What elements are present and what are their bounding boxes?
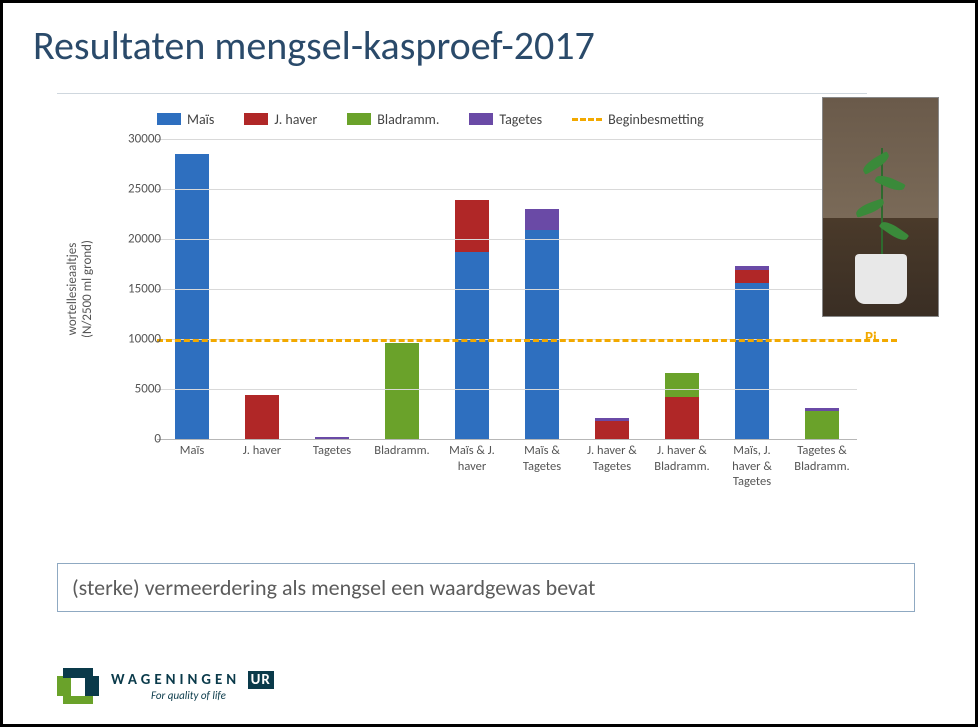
legend-swatch-icon bbox=[157, 113, 181, 125]
bar-segment bbox=[455, 252, 489, 439]
bar-segment bbox=[525, 209, 559, 230]
bar-segment bbox=[665, 373, 699, 397]
y-tick-label: 10000 bbox=[101, 332, 161, 347]
bar-segment bbox=[385, 343, 419, 439]
bar-segment bbox=[455, 200, 489, 252]
bar-segment bbox=[805, 411, 839, 439]
legend-item: J. haver bbox=[244, 111, 317, 128]
logo-main-text: WAGENINGEN UR bbox=[111, 671, 274, 689]
plot-area: Pi bbox=[157, 139, 857, 440]
bar-group bbox=[245, 395, 279, 439]
legend-item: Maïs bbox=[157, 111, 214, 128]
bar-group bbox=[455, 200, 489, 439]
bar-segment bbox=[245, 395, 279, 439]
bar-segment bbox=[735, 283, 769, 439]
legend-label: Beginbesmetting bbox=[608, 111, 704, 128]
x-tick-label: J. haver & Tagetes bbox=[579, 443, 645, 474]
bar-group bbox=[315, 437, 349, 439]
reference-line bbox=[157, 339, 897, 342]
logo-mark-icon bbox=[57, 668, 99, 704]
y-axis-title: wortellesieaaltjes (N/2500 ml grond) bbox=[65, 189, 95, 389]
bar-segment bbox=[735, 270, 769, 283]
grid-line bbox=[157, 289, 857, 290]
legend-label: Bladramm. bbox=[377, 111, 439, 128]
pot-icon bbox=[855, 254, 907, 304]
grid-line bbox=[157, 389, 857, 390]
leaf-icon bbox=[860, 151, 891, 175]
x-tick-label: Maïs & J. haver bbox=[439, 443, 505, 474]
legend-label: Tagetes bbox=[499, 111, 542, 128]
title-rule bbox=[57, 93, 867, 94]
x-tick-label: J. haver bbox=[229, 443, 295, 459]
grid-line bbox=[157, 239, 857, 240]
y-tick-label: 20000 bbox=[101, 232, 161, 247]
reference-label: Pi bbox=[865, 329, 877, 347]
logo-tagline: For quality of life bbox=[151, 689, 274, 702]
bar-segment bbox=[175, 154, 209, 439]
x-tick-label: Bladramm. bbox=[369, 443, 435, 459]
bar-group bbox=[665, 373, 699, 439]
bar-group bbox=[525, 209, 559, 439]
legend-swatch-icon bbox=[469, 113, 493, 125]
legend-label: J. haver bbox=[274, 111, 317, 128]
legend-dash-icon bbox=[572, 118, 602, 121]
y-tick-label: 25000 bbox=[101, 182, 161, 197]
logo-word: WAGENINGEN bbox=[111, 671, 240, 689]
chart: MaïsJ. haverBladramm.TagetesBeginbesmett… bbox=[57, 99, 867, 537]
caption-box: (sterke) vermeerdering als mengsel een w… bbox=[57, 563, 915, 612]
x-tick-label: Maïs, J. haver & Tagetes bbox=[719, 443, 785, 490]
x-tick-label: Tagetes & Bladramm. bbox=[789, 443, 855, 474]
bar-group bbox=[385, 343, 419, 439]
y-tick-label: 0 bbox=[101, 432, 161, 447]
x-tick-label: Maïs bbox=[159, 443, 225, 459]
bar-segment bbox=[315, 437, 349, 439]
bar-segment bbox=[525, 230, 559, 439]
x-tick-label: Tagetes bbox=[299, 443, 365, 459]
legend-swatch-icon bbox=[244, 113, 268, 125]
x-tick-label: J. haver & Bladramm. bbox=[649, 443, 715, 474]
y-tick-label: 15000 bbox=[101, 282, 161, 297]
bar-segment bbox=[595, 421, 629, 439]
leaf-icon bbox=[874, 172, 905, 194]
bar-group bbox=[735, 266, 769, 439]
plant-photo bbox=[822, 97, 939, 317]
legend: Maïs J. haver Bladramm. Tagetes Beginbesmett… bbox=[157, 109, 847, 129]
page-title: Resultaten mengsel-kasproef-2017 bbox=[33, 21, 947, 70]
grid-line bbox=[157, 189, 857, 190]
y-tick-label: 5000 bbox=[101, 382, 161, 397]
plant-stem bbox=[881, 148, 883, 268]
bar-group bbox=[595, 418, 629, 439]
leaf-icon bbox=[878, 218, 908, 243]
legend-item: Tagetes bbox=[469, 111, 542, 128]
grid-line bbox=[157, 139, 857, 140]
legend-item: Beginbesmetting bbox=[572, 111, 704, 128]
slide: Resultaten mengsel-kasproef-2017 MaïsJ. … bbox=[0, 0, 978, 727]
legend-swatch-icon bbox=[347, 113, 371, 125]
legend-item: Bladramm. bbox=[347, 111, 439, 128]
x-tick-label: Maïs & Tagetes bbox=[509, 443, 575, 474]
legend-label: Maïs bbox=[187, 111, 214, 128]
wageningen-logo: WAGENINGEN UR For quality of life bbox=[57, 668, 274, 704]
leaf-icon bbox=[854, 198, 886, 218]
logo-text: WAGENINGEN UR For quality of life bbox=[111, 671, 274, 702]
bar-group bbox=[805, 408, 839, 439]
logo-suffix: UR bbox=[248, 671, 274, 689]
y-tick-label: 30000 bbox=[101, 132, 161, 147]
x-axis-labels: MaïsJ. haverTagetesBladramm.Maïs & J. ha… bbox=[157, 443, 857, 523]
bar-group bbox=[175, 154, 209, 439]
bar-segment bbox=[665, 397, 699, 439]
